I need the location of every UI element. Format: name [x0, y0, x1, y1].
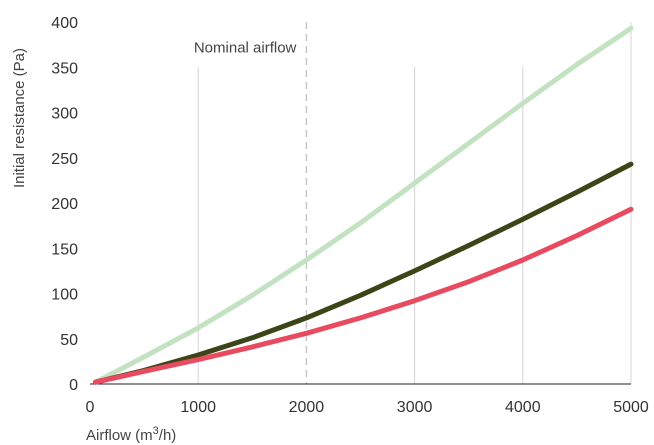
x-tick-label-4000: 4000	[505, 399, 541, 416]
y-tick-label-150: 150	[51, 241, 78, 258]
y-tick-label-400: 400	[51, 15, 78, 32]
y-tick-labels: 0 50 100 150 200 250 300 350 400	[51, 15, 78, 394]
x-tick-label-2000: 2000	[289, 399, 325, 416]
series-lines	[92, 25, 634, 385]
x-tick-label-1000: 1000	[180, 399, 216, 416]
y-tick-label-350: 350	[51, 60, 78, 77]
series-line-1	[92, 25, 634, 385]
x-axis-label-superscript: 3	[153, 425, 159, 437]
x-tick-labels: 0 1000 2000 3000 4000 5000	[86, 399, 649, 416]
x-tick-label-0: 0	[86, 399, 95, 416]
y-axis-label: Initial resistance (Pa)	[11, 48, 28, 188]
grid-lines	[197, 22, 632, 384]
y-tick-label-50: 50	[60, 332, 78, 349]
x-tick-label-3000: 3000	[397, 399, 433, 416]
series-line-3	[92, 206, 634, 385]
y-tick-label-200: 200	[51, 196, 78, 213]
x-axis-label-main: Airflow (m	[86, 427, 153, 444]
y-tick-label-0: 0	[69, 377, 78, 394]
series-line-2	[92, 161, 634, 385]
y-tick-label-250: 250	[51, 151, 78, 168]
y-tick-label-100: 100	[51, 287, 78, 304]
x-axis-label-unit: /h)	[159, 427, 177, 444]
y-tick-label-300: 300	[51, 106, 78, 123]
nominal-airflow-annotation: Nominal airflow	[194, 22, 308, 384]
x-axis-label: Airflow (m3/h)	[86, 425, 176, 444]
x-tick-label-5000: 5000	[613, 399, 649, 416]
nominal-airflow-label: Nominal airflow	[194, 39, 297, 56]
